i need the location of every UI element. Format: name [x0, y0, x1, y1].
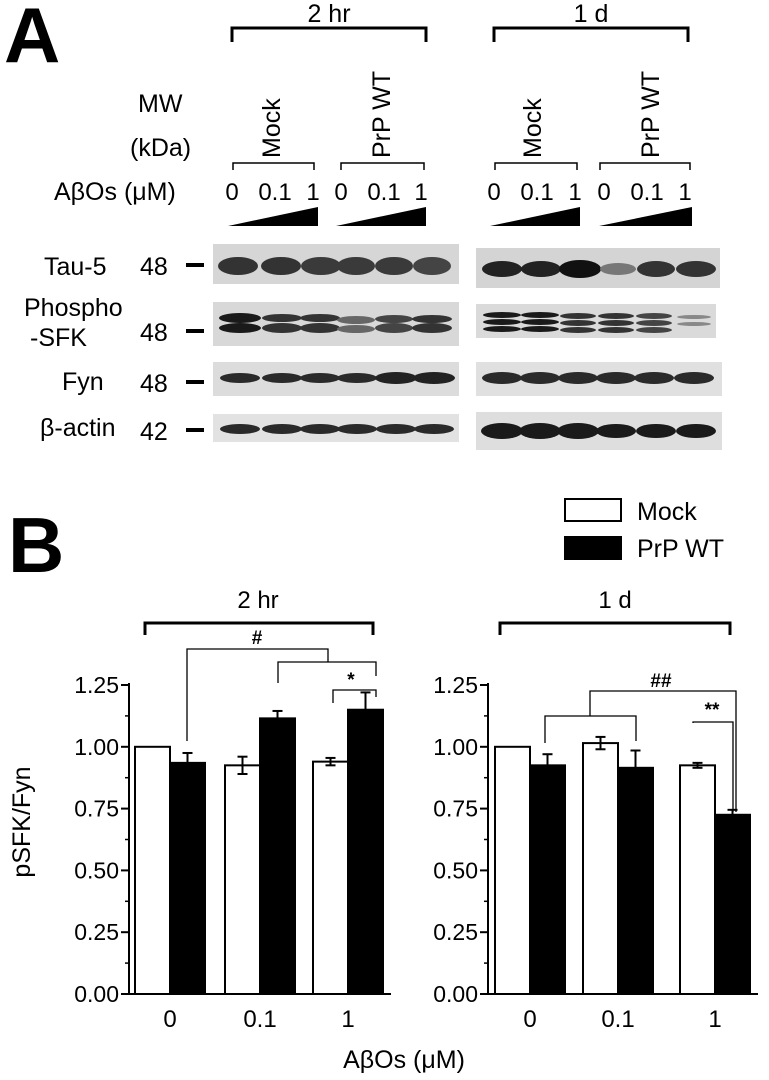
blot-bands: [218, 257, 716, 439]
bar-mock: [312, 760, 349, 996]
dose-label: 0: [334, 179, 347, 206]
blot-label-actin: β-actin: [40, 414, 116, 442]
condition-prp-1d: PrP WT: [637, 71, 665, 158]
group-label-1d: 1 d: [574, 0, 609, 28]
sig-brackets-2hr: [186, 648, 377, 741]
bar-mock: [494, 745, 531, 995]
y-tick-label: 1.25: [74, 672, 119, 698]
legend-label-prp: PrP WT: [637, 535, 724, 563]
sig-label-hash: #: [252, 628, 263, 649]
y-tick-label: 0.00: [433, 981, 478, 1007]
dose-wedges: [228, 207, 692, 226]
y-tick-label: 0.50: [74, 857, 119, 883]
chart-1d: 0.00 0.25 0.50 0.75 1.00 1.25 0 0.1 1: [433, 672, 758, 1033]
y-tick-label: 1.00: [433, 734, 478, 760]
y-tick-label: 0.50: [433, 857, 478, 883]
condition-mock-2hr: Mock: [258, 98, 286, 158]
x-tick-label: 0.1: [601, 1006, 634, 1033]
dose-label: 1: [678, 179, 691, 206]
bar-prp: [169, 761, 206, 995]
bar-prp: [529, 764, 566, 996]
chart-title-1d: 1 d: [598, 587, 631, 614]
blot-mw-actin: 42: [140, 418, 168, 446]
sig-brackets-1d: [544, 690, 737, 812]
dose-label: 1: [414, 179, 427, 206]
mw-marker-dashes: [186, 263, 204, 432]
group-bracket-2hr: [230, 26, 428, 42]
x-tick-label: 0: [163, 1006, 176, 1033]
y-axis-title: pSFK/Fyn: [8, 766, 36, 877]
sig-label-star: *: [347, 670, 355, 691]
x-tick-label: 0.1: [243, 1006, 276, 1033]
legend-swatch-mock: [564, 498, 622, 522]
dose-label: 0.1: [520, 179, 553, 206]
blot-mw-fyn: 48: [140, 370, 168, 398]
bar-prp: [714, 813, 751, 996]
blot-strips-2hr: [213, 244, 459, 442]
chart-bracket-1d: [498, 621, 732, 635]
chart-2hr: 0.00 0.25 0.50 0.75 1.00 1.25 0 0.1 1: [74, 672, 391, 1033]
y-tick-label: 0.75: [433, 796, 478, 822]
y-tick-label: 0.25: [433, 919, 478, 945]
chart-title-2hr: 2 hr: [237, 587, 278, 614]
bar-prp: [259, 717, 296, 995]
blot-label-fyn: Fyn: [62, 368, 104, 396]
abos-label: AβOs (μM): [54, 178, 176, 206]
blot-mw-phospho: 48: [140, 319, 168, 347]
mw-label: MW: [138, 90, 183, 118]
sig-label-double-hash: ##: [650, 671, 672, 692]
bar-prp: [617, 766, 654, 996]
panel-a-letter: A: [4, 0, 60, 79]
blot-mw-tau5: 48: [140, 253, 168, 281]
bar-mock: [679, 764, 716, 996]
sig-label-double-star: **: [705, 700, 720, 721]
panel-b-letter: B: [8, 501, 64, 589]
x-tick-label: 1: [708, 1006, 721, 1033]
legend-label-mock: Mock: [637, 498, 697, 526]
dose-label: 0.1: [367, 179, 400, 206]
blot-label-tau5: Tau-5: [44, 253, 107, 281]
y-tick-label: 0.25: [74, 919, 119, 945]
condition-prp-2hr: PrP WT: [368, 71, 396, 158]
bar-mock: [224, 764, 261, 996]
dose-label: 0: [225, 179, 238, 206]
y-tick-label: 1.00: [74, 734, 119, 760]
dose-label: 1: [306, 179, 319, 206]
x-tick-label: 1: [341, 1006, 354, 1033]
x-tick-label: 0: [523, 1006, 536, 1033]
chart-bracket-2hr: [143, 621, 375, 635]
bar-mock: [582, 742, 619, 995]
y-tick-label: 0.00: [74, 981, 119, 1007]
condition-brackets: [232, 162, 691, 170]
x-axis-title: AβOs (μM): [343, 1046, 465, 1074]
dose-label: 1: [568, 179, 581, 206]
blot-label-phospho: Phospho: [24, 294, 123, 322]
group-bracket-1d: [492, 26, 690, 42]
blot-strips-1d: [476, 248, 722, 450]
group-label-2hr: 2 hr: [307, 0, 350, 28]
dose-label: 0.1: [630, 179, 663, 206]
bar-prp: [347, 708, 384, 995]
y-tick-label: 0.75: [74, 796, 119, 822]
condition-mock-1d: Mock: [519, 98, 547, 158]
mw-unit-label: (kDa): [130, 134, 191, 162]
y-tick-label: 1.25: [433, 672, 478, 698]
bar-mock: [134, 745, 171, 995]
dose-label: 0: [597, 179, 610, 206]
blot-label-sfk: -SFK: [30, 324, 87, 352]
legend-swatch-prp: [564, 536, 622, 560]
dose-label: 0: [487, 179, 500, 206]
dose-label: 0.1: [258, 179, 291, 206]
